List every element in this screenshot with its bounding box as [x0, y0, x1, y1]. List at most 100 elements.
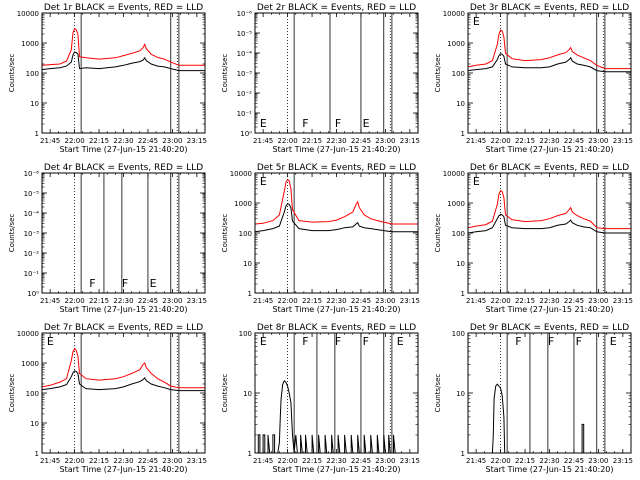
- panel-det-1: Det 1r BLACK = Events, RED = LLD Counts/s…: [8, 3, 207, 154]
- y-tick-label: 10⁰: [27, 290, 39, 298]
- y-axis-label: Counts/sec: [221, 54, 229, 93]
- x-tick-label: 22:45: [564, 457, 584, 465]
- x-tick-label: 22:00: [491, 297, 511, 305]
- x-tick-label: 22:00: [278, 297, 298, 305]
- x-tick-label: 22:15: [515, 457, 535, 465]
- y-tick-label: 1: [461, 450, 465, 458]
- y-tick-label: 10⁻³: [24, 230, 40, 238]
- x-tick-label: 22:15: [302, 297, 322, 305]
- y-axis-label: Counts/sec: [8, 54, 16, 93]
- x-tick-label: 23:00: [588, 137, 608, 145]
- x-tick-label: 22:00: [278, 137, 298, 145]
- x-tick-label: 23:00: [162, 137, 182, 145]
- y-tick-label: 100: [239, 230, 252, 238]
- x-tick-label: 22:15: [89, 297, 109, 305]
- y-tick-label: 10: [456, 260, 465, 268]
- x-tick-label: 22:15: [302, 457, 322, 465]
- x-axis-label: Start Time (27-Jun-15 21:40:20): [486, 465, 614, 474]
- x-tick-label: 23:15: [400, 137, 420, 145]
- series-events-line: [468, 383, 631, 454]
- segment-marker-label: F: [515, 335, 521, 348]
- x-tick-label: 22:15: [515, 137, 535, 145]
- segment-marker-label: F: [302, 335, 308, 348]
- series-lld-line: [467, 189, 631, 230]
- segment-marker-label: E: [260, 335, 267, 348]
- series-events-line: [255, 379, 418, 454]
- x-tick-label: 22:00: [65, 297, 85, 305]
- x-tick-label: 23:00: [588, 457, 608, 465]
- x-tick-label: 23:15: [613, 137, 633, 145]
- y-tick-label: 10⁻²: [24, 250, 40, 258]
- y-tick-label: 1: [248, 290, 252, 298]
- segment-marker-label: F: [122, 277, 128, 290]
- x-tick-label: 22:30: [113, 457, 133, 465]
- panel-title: Det 8r BLACK = Events, RED = LLD: [257, 323, 416, 333]
- x-tick-label: 22:45: [138, 457, 158, 465]
- y-tick-label: 10: [30, 420, 39, 428]
- panel-det-9: Det 9r BLACK = Events, RED = LLD Counts/s…: [434, 323, 633, 474]
- segment-marker-label: F: [89, 277, 95, 290]
- y-tick-label: 10: [243, 390, 252, 398]
- y-tick-label: 10000: [230, 170, 252, 178]
- x-tick-label: 23:15: [613, 457, 633, 465]
- segment-marker-label: E: [260, 175, 267, 188]
- segment-marker-label: E: [397, 335, 404, 348]
- y-tick-label: 10⁻⁵: [24, 190, 40, 198]
- x-tick-label: 22:30: [326, 457, 346, 465]
- segment-marker-label: F: [302, 117, 308, 130]
- y-tick-label: 1: [461, 290, 465, 298]
- series-lld-line: [467, 29, 631, 70]
- x-axis-label: Start Time (27-Jun-15 21:40:20): [486, 305, 614, 314]
- y-tick-label: 10⁻⁶: [237, 10, 253, 18]
- panel-title: Det 5r BLACK = Events, RED = LLD: [257, 163, 416, 173]
- y-tick-label: 1000: [234, 200, 252, 208]
- x-tick-label: 22:45: [351, 297, 371, 305]
- x-tick-label: 23:15: [400, 457, 420, 465]
- x-tick-label: 21:45: [40, 137, 60, 145]
- x-tick-label: 22:30: [539, 297, 559, 305]
- panel-det-4: Det 4r BLACK = Events, RED = LLD Counts/s…: [8, 163, 207, 314]
- x-tick-label: 21:45: [40, 457, 60, 465]
- y-tick-label: 100: [452, 70, 465, 78]
- y-tick-label: 10000: [17, 330, 39, 338]
- panel-det-3: Det 3r BLACK = Events, RED = LLD Counts/s…: [434, 3, 633, 154]
- panel-title: Det 6r BLACK = Events, RED = LLD: [470, 163, 629, 173]
- x-tick-label: 22:45: [138, 137, 158, 145]
- y-tick-label: 100: [452, 230, 465, 238]
- series-events-line: [467, 53, 631, 73]
- y-tick-label: 1000: [447, 200, 465, 208]
- y-tick-label: 10⁻⁶: [24, 170, 40, 178]
- x-tick-label: 22:15: [302, 137, 322, 145]
- x-tick-label: 23:15: [187, 137, 207, 145]
- y-tick-label: 100: [26, 70, 39, 78]
- x-tick-label: 22:45: [564, 137, 584, 145]
- x-tick-label: 23:00: [375, 137, 395, 145]
- y-tick-label: 1000: [21, 40, 39, 48]
- panel-det-2: Det 2r BLACK = Events, RED = LLD Counts/s…: [221, 3, 420, 154]
- panel-det-7: Det 7r BLACK = Events, RED = LLD Counts/s…: [8, 323, 207, 474]
- x-tick-label: 22:30: [539, 137, 559, 145]
- plot-frame: [41, 12, 206, 134]
- x-tick-label: 21:45: [466, 137, 486, 145]
- x-tick-label: 23:00: [375, 457, 395, 465]
- y-tick-label: 100: [26, 390, 39, 398]
- x-axis-label: Start Time (27-Jun-15 21:40:20): [273, 465, 401, 474]
- x-axis-label: Start Time (27-Jun-15 21:40:20): [60, 465, 188, 474]
- plot-frame: [467, 172, 632, 294]
- y-axis-label: Counts/sec: [434, 54, 442, 93]
- segment-marker-label: E: [610, 335, 617, 348]
- x-tick-label: 23:00: [588, 297, 608, 305]
- y-tick-label: 10000: [443, 10, 465, 18]
- y-axis-label: Counts/sec: [221, 374, 229, 413]
- y-tick-label: 1: [461, 130, 465, 138]
- series-events-line: [254, 203, 418, 233]
- y-tick-label: 100: [452, 330, 465, 338]
- x-tick-label: 22:30: [326, 297, 346, 305]
- y-tick-label: 10: [30, 100, 39, 108]
- series-lld-line: [41, 347, 205, 389]
- x-tick-label: 23:15: [613, 297, 633, 305]
- x-tick-label: 21:45: [253, 137, 273, 145]
- x-tick-label: 22:00: [65, 457, 85, 465]
- y-tick-label: 100: [239, 330, 252, 338]
- plot-frame: [41, 332, 206, 454]
